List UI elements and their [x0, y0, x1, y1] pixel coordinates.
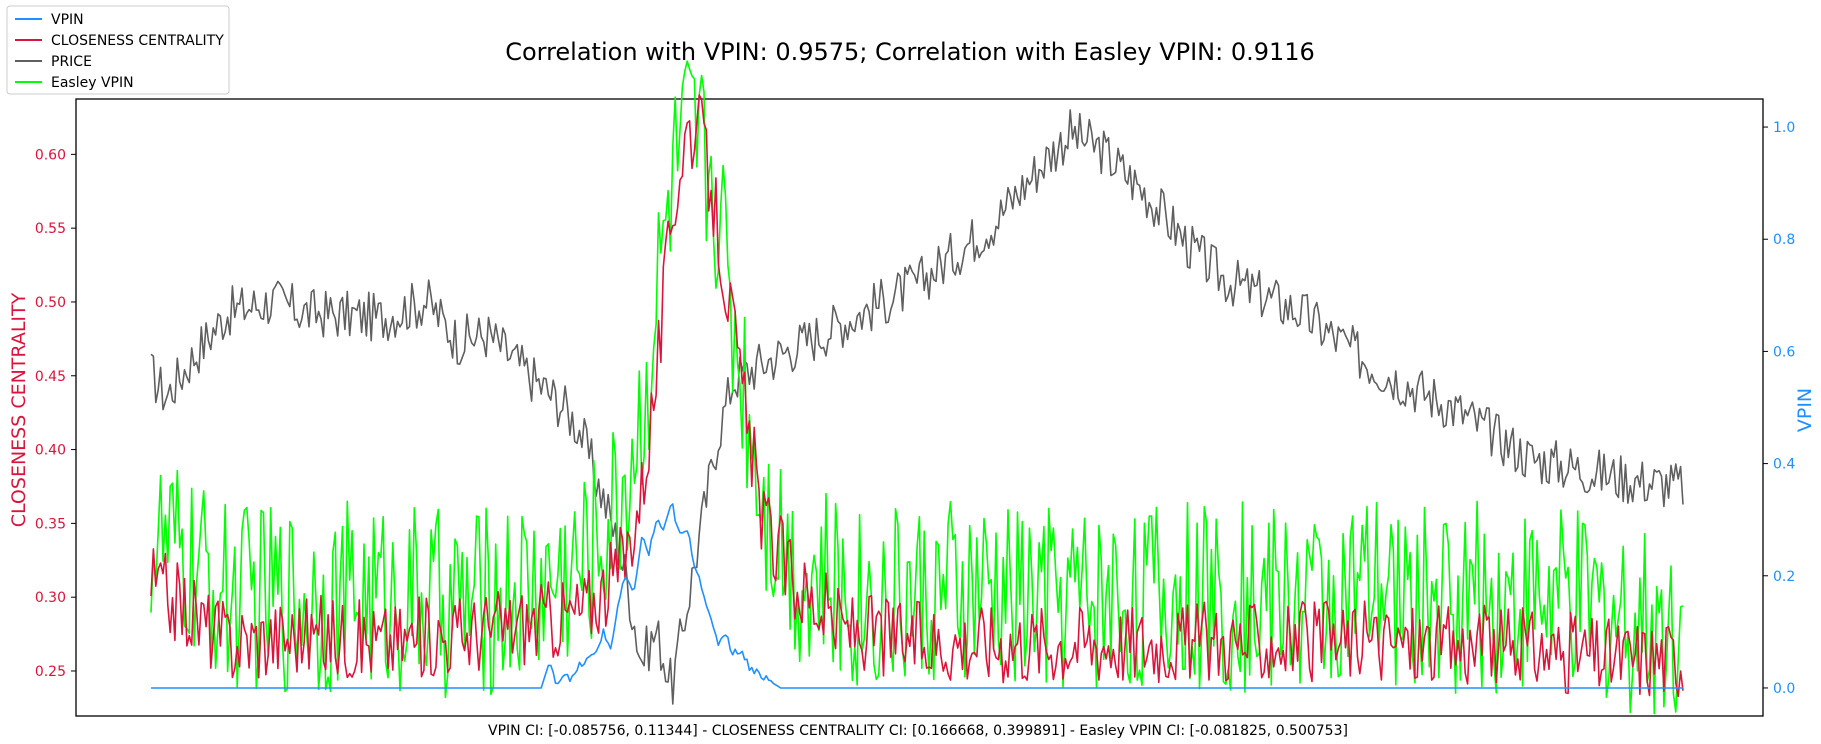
legend-label: Easley VPIN — [51, 75, 134, 91]
left-tick-label: 0.40 — [35, 443, 66, 459]
left-tick-label: 0.45 — [35, 369, 66, 385]
plot-frame — [75, 98, 1764, 717]
series-line-easley-vpin — [150, 60, 1684, 715]
left-tick-label: 0.55 — [35, 221, 66, 237]
left-tick-label: 0.30 — [35, 590, 66, 606]
right-tick-label: 0.8 — [1773, 232, 1795, 248]
right-tick-label: 1.0 — [1773, 120, 1795, 136]
series-lines — [150, 60, 1684, 715]
series-line-price — [150, 109, 1684, 705]
legend-label: PRICE — [51, 54, 92, 70]
right-tick-label: 0.2 — [1773, 569, 1795, 585]
legend-label: VPIN — [51, 12, 84, 28]
right-tick-label: 0.4 — [1773, 457, 1795, 473]
chart-title: Correlation with VPIN: 0.9575; Correlati… — [505, 38, 1315, 66]
right-axis-label: VPIN — [1794, 388, 1816, 432]
left-axis-label: CLOSENESS CENTRALITY — [8, 292, 30, 527]
left-tick-label: 0.35 — [35, 516, 66, 532]
left-tick-label: 0.50 — [35, 295, 66, 311]
left-axis-ticks: 0.25 0.30 0.35 0.40 0.45 0.50 0.55 0.60 — [35, 147, 76, 680]
right-tick-label: 0.0 — [1773, 681, 1795, 697]
right-axis-ticks: 0.0 0.2 0.4 0.6 0.8 1.0 — [1763, 120, 1795, 697]
series-line-closeness-centrality — [150, 94, 1684, 698]
ci-footer: VPIN CI: [-0.085756, 0.11344] - CLOSENES… — [488, 723, 1348, 739]
left-tick-label: 0.60 — [35, 147, 66, 163]
legend: VPIN CLOSENESS CENTRALITY PRICE Easley VPIN — [6, 5, 230, 95]
series-line-vpin — [151, 503, 1683, 689]
left-tick-label: 0.25 — [35, 664, 66, 680]
legend-box — [6, 5, 230, 95]
legend-label: CLOSENESS CENTRALITY — [51, 33, 224, 49]
right-tick-label: 0.6 — [1773, 344, 1795, 360]
